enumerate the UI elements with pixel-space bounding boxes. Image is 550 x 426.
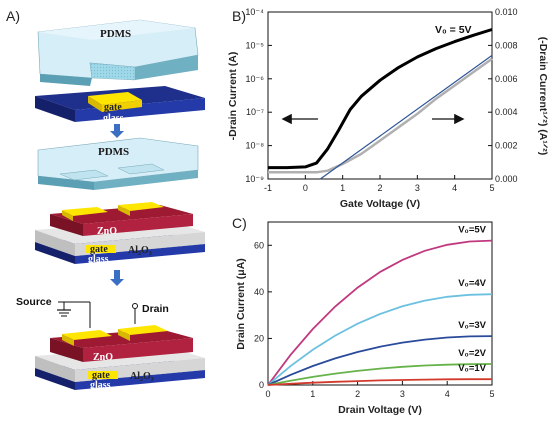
pdms-stamp-top: PDMS <box>37 19 199 86</box>
gate-label-1: gate <box>104 102 122 113</box>
al2o3-label-2: Al₂O₃ <box>130 371 154 382</box>
pdms-label-top: PDMS <box>100 28 131 40</box>
c-series-line-5 <box>267 378 492 386</box>
c-series-line-1 <box>267 239 493 386</box>
b-yrtick-label: 0.004 <box>495 107 518 117</box>
b-xtick-label: 3 <box>415 183 420 193</box>
c-series-label-3: V₀=3V <box>458 320 486 331</box>
c-xtick-label: 1 <box>310 389 315 399</box>
panel-b-plot-frame <box>267 11 493 180</box>
c-xtick-label: 3 <box>400 389 405 399</box>
panel-b-chart: B) -1 0 1 2 3 4 5 10⁻⁹ 10⁻⁸ 10⁻⁷ 10⁻⁶ 10⁻⁵ 10⁻⁴ 0.0… <box>227 7 549 210</box>
b-series-line-2 <box>268 57 493 174</box>
drain-label: Drain <box>142 303 169 315</box>
c-series-line-4 <box>267 363 493 386</box>
b-series-line-3 <box>319 54 493 180</box>
c-series-label-1: V₀=5V <box>458 225 486 236</box>
source-label: Source <box>16 296 52 308</box>
device-stack-middle: ZnO gate glass Al₂O₃ <box>35 202 205 265</box>
c-xtick-label: 0 <box>265 389 270 399</box>
panel-b-ylabel-left: -Drain Current (A) <box>227 52 239 141</box>
c-ytick-label: 20 <box>254 333 264 343</box>
glass-label-2: glass <box>88 254 109 265</box>
b-xtick-label: 2 <box>377 183 382 193</box>
b-yltick-label: 10⁻⁸ <box>245 141 264 151</box>
contacts: Source Drain <box>16 296 169 328</box>
gate-on-glass: gate glass <box>35 86 205 124</box>
b-series-line-1 <box>268 28 493 170</box>
panel-a-schematic: A) PDMS gate glass <box>6 8 205 391</box>
pdms-stamp-middle: PDMS <box>37 137 199 190</box>
pdms-label-middle: PDMS <box>98 146 129 158</box>
b-yrtick-label: 0.008 <box>495 40 518 50</box>
glass-label-1: glass <box>103 113 124 124</box>
panel-b-xlabel: Gate Voltage (V) <box>340 198 420 210</box>
b-yrtick-label: 0.002 <box>495 141 518 151</box>
panel-c-chart: C) 0 1 2 3 4 5 0 20 40 60 V₀=5V V₀=4V V₀=3V V₀=2V V₀… <box>232 215 495 416</box>
zno-label-2: ZnO <box>93 352 113 363</box>
device-stack-bottom: ZnO gate glass Al₂O₃ <box>35 325 205 391</box>
b-yltick-label: 10⁻⁷ <box>246 107 264 117</box>
b-yltick-label: 10⁻⁴ <box>245 7 264 17</box>
b-yrtick-label: 0.006 <box>495 74 518 84</box>
panel-c-label: C) <box>232 215 247 231</box>
c-ytick-label: 60 <box>254 240 264 250</box>
b-xtick-label: -1 <box>264 183 272 193</box>
zno-label-1: ZnO <box>97 226 117 237</box>
b-xtick-label: 5 <box>489 183 494 193</box>
panel-b-annotation: V₀ = 5V <box>435 24 472 36</box>
panel-c-xlabel: Drain Voltage (V) <box>338 404 422 416</box>
gate-label-2: gate <box>90 244 108 255</box>
b-yrtick-label: 0.000 <box>495 174 518 184</box>
panel-c-plot-frame <box>267 221 493 386</box>
panel-b-label: B) <box>232 8 246 24</box>
panel-c-ylabel: Drain Current (μA) <box>235 258 247 350</box>
b-xtick-label: 1 <box>340 183 345 193</box>
process-arrow-1 <box>110 124 124 138</box>
c-series-line-3 <box>267 335 493 386</box>
c-xtick-label: 4 <box>445 389 450 399</box>
glass-label-3: glass <box>90 380 111 391</box>
gate-label-3: gate <box>92 370 110 381</box>
c-series-label-4: V₀=2V <box>458 348 486 359</box>
c-series-label-5: V₀=1V <box>458 363 486 374</box>
b-xtick-label: 0 <box>303 183 308 193</box>
b-yltick-label: 10⁻⁵ <box>246 40 265 50</box>
b-yltick-label: 10⁻⁹ <box>245 174 264 184</box>
b-xtick-label: 4 <box>452 183 457 193</box>
c-xtick-label: 2 <box>355 389 360 399</box>
process-arrow-2 <box>110 270 124 286</box>
b-yrtick-label: 0.010 <box>495 7 518 17</box>
c-ytick-label: 40 <box>254 287 264 297</box>
panel-b-ylabel-right: (-Drain Current¹ᐟ²) (A¹ᐟ²) <box>537 37 549 156</box>
c-series-label-2: V₀=4V <box>458 278 486 289</box>
panel-a-label: A) <box>6 8 20 24</box>
b-yltick-label: 10⁻⁶ <box>246 74 265 84</box>
c-xtick-label: 5 <box>489 389 494 399</box>
al2o3-label-1: Al₂O₃ <box>128 245 152 256</box>
c-series-line-2 <box>267 293 493 386</box>
c-ytick-label: 0 <box>259 380 264 390</box>
